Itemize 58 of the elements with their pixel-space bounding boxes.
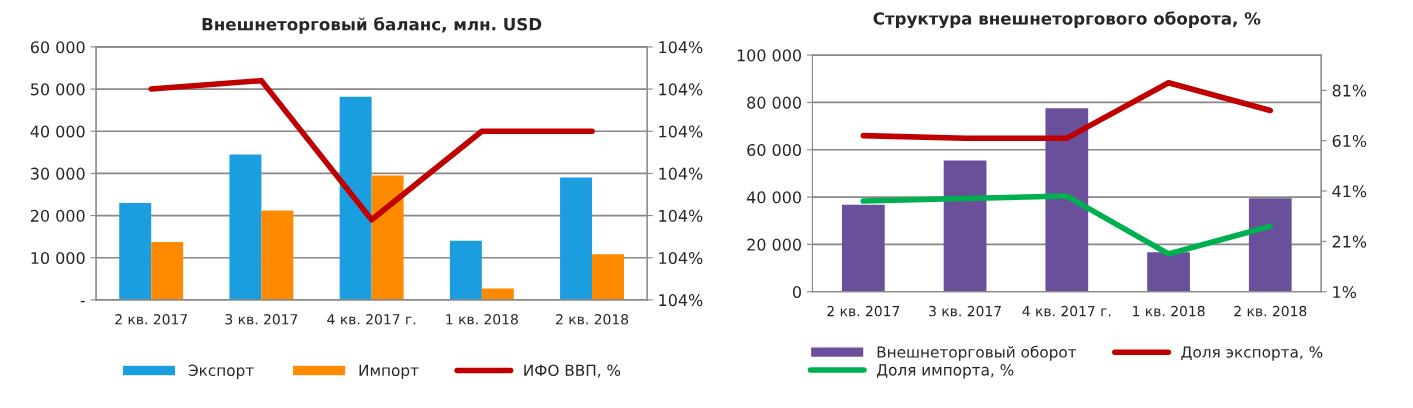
y-tick-label: 40 000 (746, 191, 801, 204)
y-tick-label: 40 000 (30, 125, 85, 138)
bar (449, 240, 482, 300)
bar (592, 254, 625, 300)
legend-label: Импорт (359, 364, 419, 380)
legend-label: ИФО ВВП, % (524, 364, 621, 378)
x-tick-label: 2 кв. 2018 (1234, 305, 1307, 317)
bar (371, 175, 404, 300)
y2-tick-label: 104% (659, 125, 703, 138)
y2-tick-label: 61% (1332, 134, 1367, 147)
x-tick-label: 2 кв. 2017 (827, 305, 900, 317)
y2-tick-label: 104% (659, 251, 703, 265)
legend-label: Экспорт (188, 364, 254, 380)
bar (229, 154, 262, 300)
y-tick-label: 30 000 (31, 167, 85, 180)
legend-label: Доля экспорта, % (1181, 346, 1323, 361)
x-tick-label: 4 кв. 2017 г. (1022, 305, 1111, 317)
y-tick-label: - (80, 300, 85, 303)
bar (119, 202, 152, 300)
y-tick-label: 20 000 (747, 238, 801, 251)
bar (481, 288, 514, 300)
y2-tick-label: 104% (659, 41, 703, 54)
bar (560, 177, 593, 300)
y2-tick-label: 104% (659, 83, 703, 96)
bar (261, 210, 294, 300)
chart-title: Структура внешнеторгового оборота, % (873, 11, 1261, 29)
y-tick-label: 0 (792, 285, 801, 299)
y-tick-label: 10 000 (31, 251, 85, 265)
y2-tick-label: 21% (1332, 235, 1367, 248)
y-tick-label: 80 000 (747, 96, 801, 109)
x-tick-label: 3 кв. 2017 (929, 305, 1001, 317)
bar (943, 160, 987, 292)
legend-label: Внешнеторговый оборот (877, 345, 1077, 361)
y-tick-label: 60 000 (747, 143, 801, 157)
bar (339, 96, 372, 300)
x-tick-label: 4 кв. 2017 г. (327, 314, 416, 325)
y-tick-label: 20 000 (30, 209, 85, 222)
chart-title: Внешнеторговый баланс, млн. USD (202, 17, 542, 34)
bar (1045, 108, 1089, 292)
y2-tick-label: 104% (659, 209, 703, 222)
x-tick-label: 3 кв. 2017 (225, 314, 298, 325)
bar (1147, 252, 1190, 292)
bar (1248, 198, 1292, 292)
y2-tick-label: 81% (1332, 84, 1367, 97)
x-tick-label: 2 кв. 2018 (556, 314, 629, 325)
y2-tick-label: 104% (659, 167, 703, 180)
bar (841, 204, 885, 292)
y2-tick-label: 41% (1332, 185, 1367, 198)
legend-label: Доля импорта, % (876, 364, 1014, 379)
x-tick-label: 1 кв. 2018 (1133, 305, 1205, 317)
x-tick-label: 1 кв. 2018 (446, 314, 518, 325)
y2-tick-label: 1% (1333, 285, 1357, 299)
y-tick-label: 60 000 (30, 41, 85, 54)
y-tick-label: 100 000 (737, 49, 801, 62)
bar (151, 242, 184, 300)
x-tick-label: 2 кв. 2017 (115, 314, 188, 325)
y2-tick-label: 104% (659, 294, 703, 307)
y-tick-label: 50 000 (31, 83, 85, 96)
